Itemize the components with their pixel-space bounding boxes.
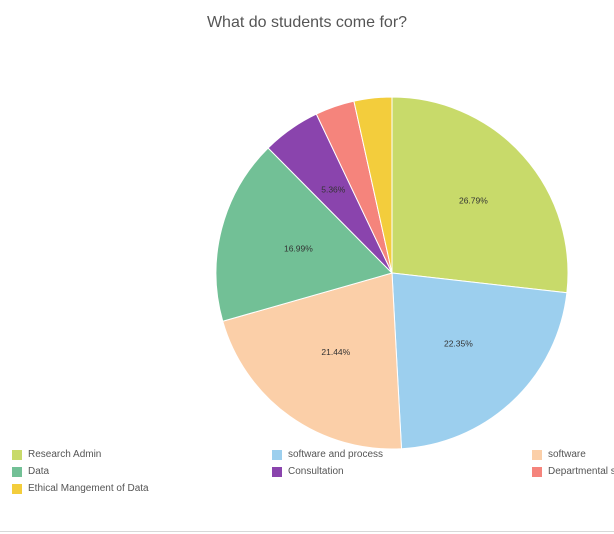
legend-swatch	[532, 449, 542, 460]
slice-data-label: 21.44%	[321, 347, 350, 357]
pie-slice-software-and-process	[391, 272, 568, 450]
pie-slice-research-admin	[391, 96, 569, 294]
slice-data-label: 22.35%	[444, 338, 473, 348]
legend-label: Ethical Mangement of Data	[28, 483, 149, 494]
pie-slice-ethical-mangement-of-data	[353, 96, 393, 274]
legend-item[interactable]: Ethical Mangement of Data	[12, 483, 149, 494]
legend-label: Data	[28, 466, 50, 477]
legend-item[interactable]: Research Admin	[12, 449, 101, 460]
legend-label: Research Admin	[28, 449, 102, 460]
slice-data-label: 16.99%	[284, 244, 313, 254]
legend-swatch	[12, 466, 22, 477]
slice-data-label: 26.79%	[459, 195, 488, 205]
legend-label: Departmental sta	[548, 466, 614, 477]
bottom-divider	[0, 531, 614, 532]
legend-label: software	[548, 449, 586, 460]
legend-swatch	[12, 483, 22, 494]
legend-swatch	[272, 449, 282, 460]
legend-swatch	[12, 449, 22, 460]
pie-slice-data	[215, 147, 393, 322]
legend-item[interactable]: software and process	[272, 449, 383, 460]
legend-item[interactable]: Consultation	[272, 466, 344, 477]
legend-label: Consultation	[288, 466, 344, 477]
legend-item[interactable]: Departmental sta	[532, 466, 614, 477]
legend-swatch	[532, 466, 542, 477]
slice-data-label: 5.36%	[321, 185, 346, 195]
legend-item[interactable]: software	[532, 449, 586, 460]
legend-label: software and process	[288, 449, 384, 460]
pie-slice-software	[222, 272, 403, 450]
legend-swatch	[272, 466, 282, 477]
chart-title: What do students come for?	[206, 14, 408, 31]
legend-item[interactable]: Data	[12, 466, 49, 477]
legend: Research Admin software and process softwa…	[0, 449, 614, 534]
